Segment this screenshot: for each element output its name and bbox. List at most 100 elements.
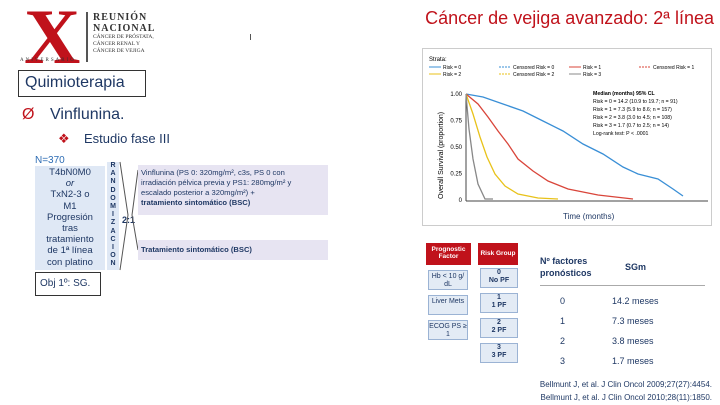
legend-entry: Risk = 1 xyxy=(583,65,601,71)
legend-entry: Censored Risk = 1 xyxy=(653,65,694,71)
randomization-letter: Z xyxy=(110,219,116,227)
arm1-line: escalado posterior a 320mg/m²) + xyxy=(141,188,255,197)
randomization-letter: R xyxy=(110,162,116,169)
population-line: T4bN0M0 xyxy=(49,167,91,178)
legend-entry: Censored Risk = 2 xyxy=(513,72,554,78)
population-line: TxN2-3 o xyxy=(50,189,90,201)
sg-count: 2 xyxy=(560,336,566,346)
sub-bullet-icon: ❖ xyxy=(58,131,70,146)
sg-value: 3.8 meses xyxy=(612,336,654,346)
ratio: 2:1 xyxy=(122,215,136,225)
legend-entry: Risk = 2 xyxy=(443,72,461,78)
brace xyxy=(131,169,139,251)
slide-title: Cáncer de vejiga avanzado: 2ª línea xyxy=(425,8,714,28)
randomization-letter: I xyxy=(112,211,114,219)
tick xyxy=(250,34,251,40)
sg-count: 1 xyxy=(560,316,566,326)
arm1-box: Vinflunina (PS 0: 320mg/m², c3s, PS 0 co… xyxy=(138,165,328,215)
sg-rule xyxy=(540,285,705,286)
logo-sub: CÁNCER DE VEJIGA xyxy=(93,48,145,54)
reference: Bellmunt J, et al. J Clin Oncol 2010;28(… xyxy=(540,393,713,402)
factor-header-text: Prognostic Factor xyxy=(431,246,466,260)
median-line: Risk = 0 = 14.2 (10.9 to 19.7; n = 91) xyxy=(593,99,678,105)
logo-anniv: ANIVERSARIO xyxy=(20,58,76,63)
randomization-letter: O xyxy=(110,194,116,202)
factor: Liver Mets xyxy=(428,295,468,315)
sg-count: 0 xyxy=(560,296,566,306)
sub-bullet: Estudio fase III xyxy=(84,131,170,146)
logo-sub: CÁNCER DE PRÓSTATA, xyxy=(93,34,154,40)
group-label: No PF xyxy=(480,277,518,288)
logo-divider xyxy=(86,12,88,62)
factor: Hb < 10 g/ dL xyxy=(428,270,468,290)
km-figure: Strata: Risk = 0 Censored Risk = 0 Risk = 1… xyxy=(422,48,712,226)
arm1-line: irradiación pélvica previa y PS1: 280mg/… xyxy=(141,178,292,187)
curve-risk2 xyxy=(465,93,559,200)
x-axis-label: Time (months) xyxy=(563,212,615,221)
sg-header: SGm xyxy=(625,262,647,272)
randomization-letter: M xyxy=(110,203,116,211)
objective-box: Obj 1º: SG. xyxy=(35,272,101,296)
curve-risk3 xyxy=(465,93,493,200)
legend-entry: Risk = 3 xyxy=(583,72,601,78)
legend-entry: Censored Risk = 0 xyxy=(513,65,554,71)
population-line: de 1ª línea xyxy=(47,245,93,257)
bullet: Vinflunina. xyxy=(50,106,125,123)
logo-title: REUNIÓN xyxy=(93,12,148,23)
y-tick-label: 1.00 xyxy=(450,92,462,98)
population-line: con platino xyxy=(47,256,93,268)
y-tick-label: 0.75 xyxy=(450,119,462,125)
median-line: Risk = 2 = 3.8 (3.0 to 4.5; n = 108) xyxy=(593,115,672,121)
randomization-letter: I xyxy=(112,244,114,252)
curve-risk1 xyxy=(465,93,634,200)
arm2-box: Tratamiento sintomático (BSC) xyxy=(138,240,328,260)
arm2: Tratamiento sintomático (BSC) xyxy=(141,245,252,254)
population-line: tras xyxy=(62,223,78,235)
factor: ECOG PS ≥ 1 xyxy=(428,320,468,340)
population-line: or xyxy=(65,178,75,190)
median-line: Risk = 1 = 7.3 (5.9 to 8.6; n = 157) xyxy=(593,107,672,113)
randomization-letter: A xyxy=(110,227,116,235)
logo-mark: X xyxy=(24,0,81,80)
arm1-line: Vinflunina (PS 0: 320mg/m², c3s, PS 0 co… xyxy=(141,168,285,177)
median-line: Log-rank test: P < .0001 xyxy=(593,131,649,137)
section-box: Quimioterapia xyxy=(18,70,146,97)
reference: Bellmunt J, et al. J Clin Oncol 2009;27(… xyxy=(539,380,712,389)
population-line: M1 xyxy=(63,200,77,212)
logo-text: REUNIÓN NACIONAL CÁNCER DE PRÓSTATA, CÁNCER… xyxy=(93,12,155,55)
sg-count: 3 xyxy=(560,356,566,366)
group-number: 0 xyxy=(480,268,518,278)
bullet-icon: Ø xyxy=(22,106,35,123)
sg-value: 7.3 meses xyxy=(612,316,654,326)
legend-entry: Risk = 0 xyxy=(443,65,461,71)
population-line: tratamiento xyxy=(46,234,94,246)
group-label: 2 PF xyxy=(480,327,518,338)
sg-header: Nº factores pronósticos xyxy=(540,256,592,278)
study-n: N=370 xyxy=(35,155,65,166)
logo-title: NACIONAL xyxy=(93,23,156,34)
y-tick-label: 0.50 xyxy=(450,145,462,151)
randomization-letter: D xyxy=(110,186,116,194)
group-label: 1 PF xyxy=(480,302,518,313)
randomization-letter: A xyxy=(110,170,116,178)
objective: Obj 1º: SG. xyxy=(40,278,91,289)
y-axis-label: Overall Survival (proportion) xyxy=(438,112,445,199)
arm1-line: tratamiento sintomático (BSC) xyxy=(141,198,251,207)
section: Quimioterapia xyxy=(25,74,125,91)
braces xyxy=(119,161,139,271)
median-line: Risk = 3 = 1.7 (0.7 to 2.5; n = 14) xyxy=(593,123,669,129)
group-header: Risk Group xyxy=(478,243,518,265)
group-number: 1 xyxy=(480,293,518,303)
randomization-letter: C xyxy=(110,235,116,243)
median-line: Median (months) 95% CL xyxy=(593,91,656,97)
group-number: 3 xyxy=(480,343,518,353)
group-number: 2 xyxy=(480,318,518,328)
factor-header: Prognostic Factor xyxy=(426,243,471,265)
population-box: T4bN0M0 or TxN2-3 o M1 Progresión tras tratami… xyxy=(35,166,105,270)
sg-value: 1.7 meses xyxy=(612,356,654,366)
sg-value: 14.2 meses xyxy=(612,296,659,306)
curve-risk0 xyxy=(465,93,684,197)
randomization-letter: O xyxy=(110,252,116,260)
